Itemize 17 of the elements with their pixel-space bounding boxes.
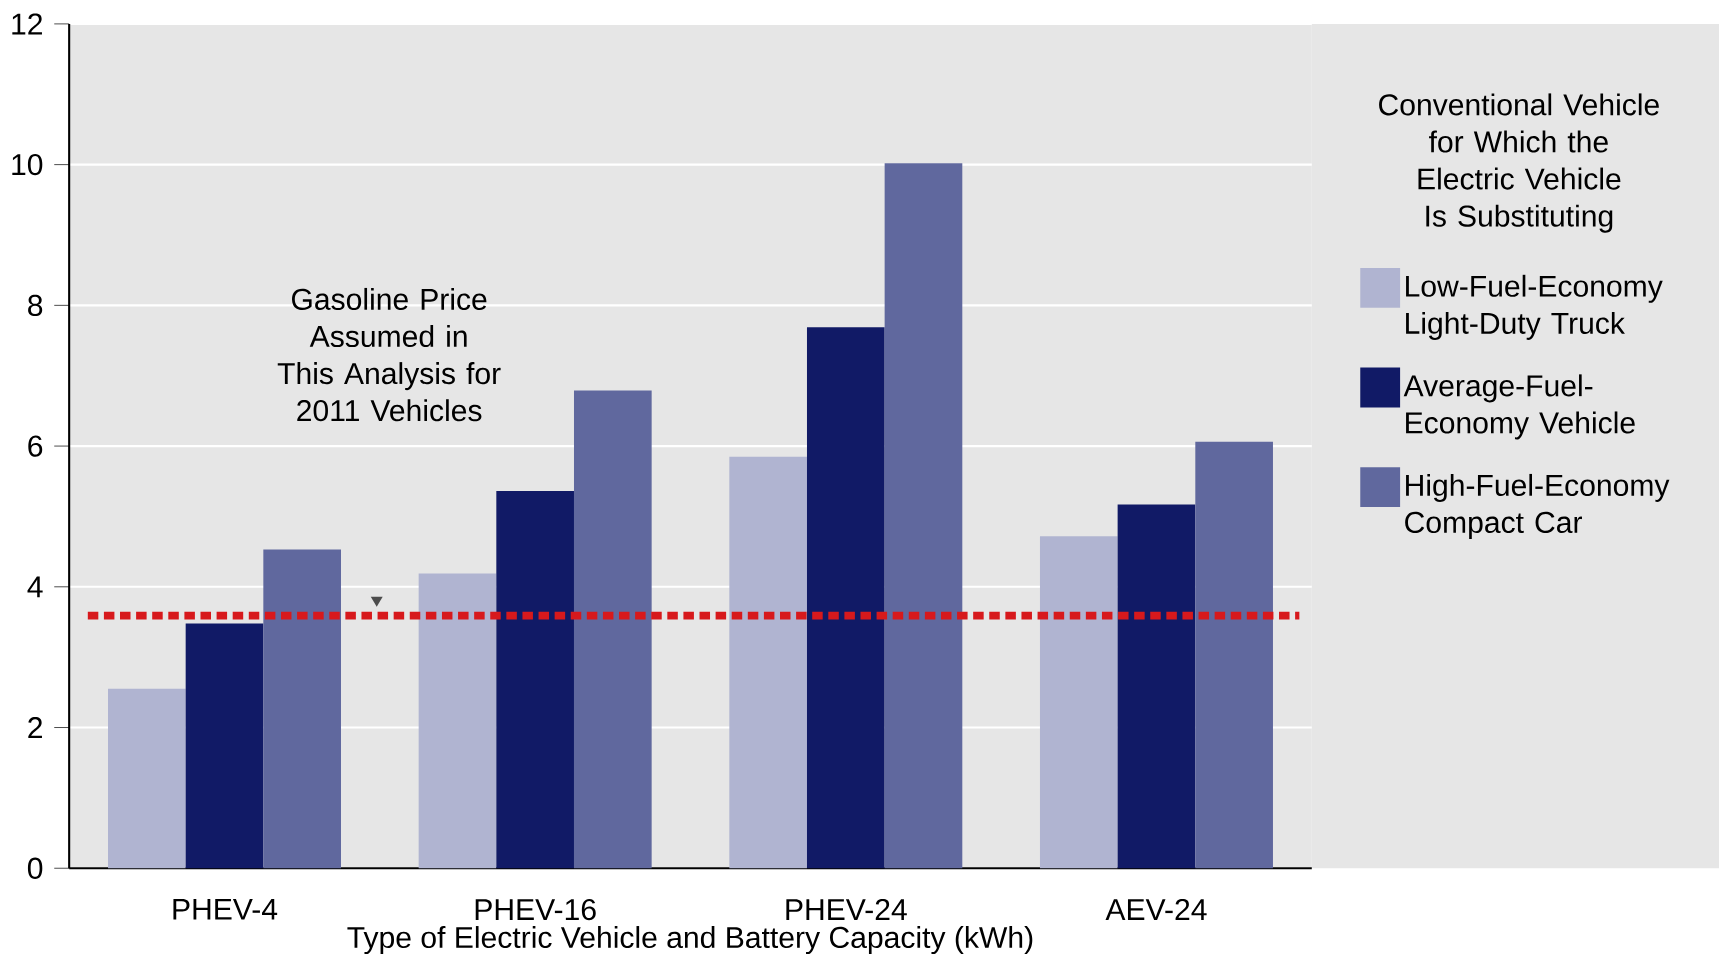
y-tick-label: 8 (28, 294, 43, 317)
y-tick-label: 2 (28, 717, 42, 739)
y-tick-label: 10 (12, 154, 43, 176)
legend-label: Low-Fuel-Economy Light-Duty Truck (1406, 274, 1663, 341)
x-tick-label: AEV-24 (1105, 898, 1207, 921)
legend-title: Conventional Vehicle for Which the Electric Vehicle Is Substituting (1379, 93, 1659, 233)
x-tick-label: PHEV-4 (173, 899, 278, 920)
x-axis-title: Type of Electric Vehicle and Battery Capacity (kWh) (347, 926, 1033, 955)
legend-label: Average-Fuel-Economy Vehicle (1403, 374, 1635, 440)
y-tick-label: 12 (12, 13, 42, 35)
y-tick-label: 4 (27, 576, 43, 598)
y-tick-label: 0 (27, 857, 43, 879)
legend-label: High-Fuel-Economy Compact Car (1405, 474, 1670, 540)
y-tick-label: 6 (28, 435, 43, 457)
annotation: Gasoline Price Assumed in This Analysis for 2011 Vehicles (277, 288, 501, 422)
x-tick-label: PHEV-24 (786, 898, 907, 921)
x-tick-label: PHEV-16 (475, 898, 596, 921)
